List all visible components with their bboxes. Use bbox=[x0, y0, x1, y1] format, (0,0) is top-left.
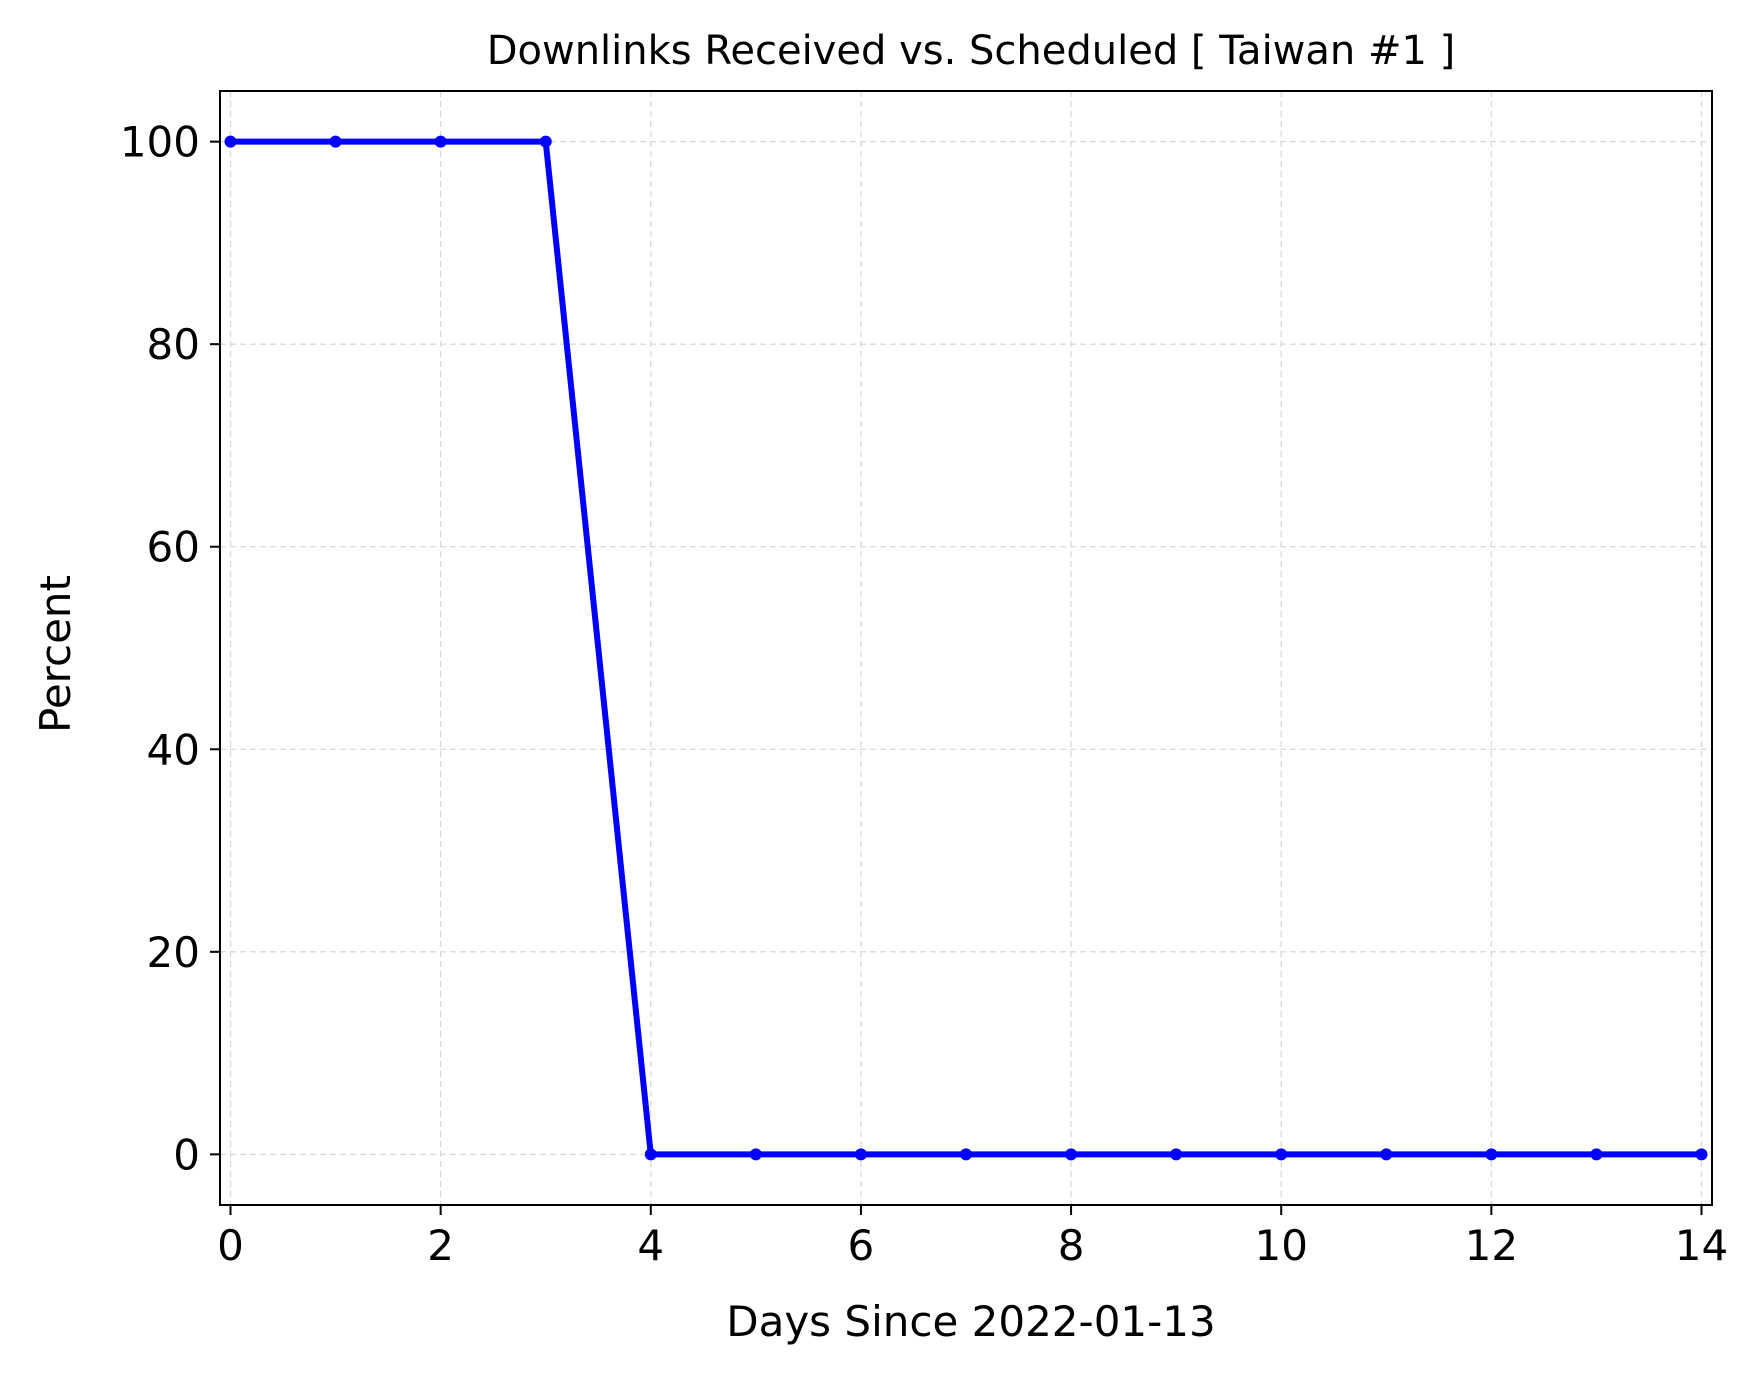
data-point bbox=[1695, 1148, 1708, 1161]
y-tick-label: 0 bbox=[173, 1130, 200, 1179]
data-point bbox=[1380, 1148, 1393, 1161]
x-tick-label: 6 bbox=[848, 1221, 875, 1270]
data-point bbox=[1590, 1148, 1603, 1161]
y-tick-label: 60 bbox=[147, 523, 200, 572]
y-tick-label: 80 bbox=[147, 320, 200, 369]
data-point bbox=[329, 135, 342, 148]
x-tick-label: 8 bbox=[1058, 1221, 1085, 1270]
x-tick-label: 10 bbox=[1254, 1221, 1307, 1270]
y-axis-label: Percent bbox=[31, 575, 80, 733]
y-tick-label: 100 bbox=[120, 118, 200, 167]
data-point bbox=[539, 135, 552, 148]
data-point bbox=[434, 135, 447, 148]
data-point bbox=[1275, 1148, 1288, 1161]
data-point bbox=[1170, 1148, 1183, 1161]
x-tick-label: 0 bbox=[217, 1221, 244, 1270]
x-axis-label: Days Since 2022-01-13 bbox=[726, 1297, 1215, 1346]
x-tick-label: 12 bbox=[1465, 1221, 1518, 1270]
plot-data bbox=[224, 135, 1708, 1161]
x-tick-label: 4 bbox=[637, 1221, 664, 1270]
chart-title: Downlinks Received vs. Scheduled [ Taiwa… bbox=[487, 28, 1456, 74]
data-point bbox=[854, 1148, 867, 1161]
data-point bbox=[749, 1148, 762, 1161]
x-tick-label: 2 bbox=[427, 1221, 454, 1270]
data-point bbox=[224, 135, 237, 148]
y-tick-label: 20 bbox=[147, 928, 200, 977]
plot-frame bbox=[219, 90, 1713, 1206]
axis-ticks: 0 2 4 6 8 10 12 14 0 20 40 60 80 100 bbox=[120, 118, 1728, 1270]
x-tick-label: 14 bbox=[1675, 1221, 1728, 1270]
data-point bbox=[644, 1148, 657, 1161]
y-tick-label: 40 bbox=[147, 725, 200, 774]
data-point bbox=[960, 1148, 972, 1161]
data-point bbox=[1485, 1148, 1498, 1161]
data-point bbox=[1065, 1148, 1078, 1161]
